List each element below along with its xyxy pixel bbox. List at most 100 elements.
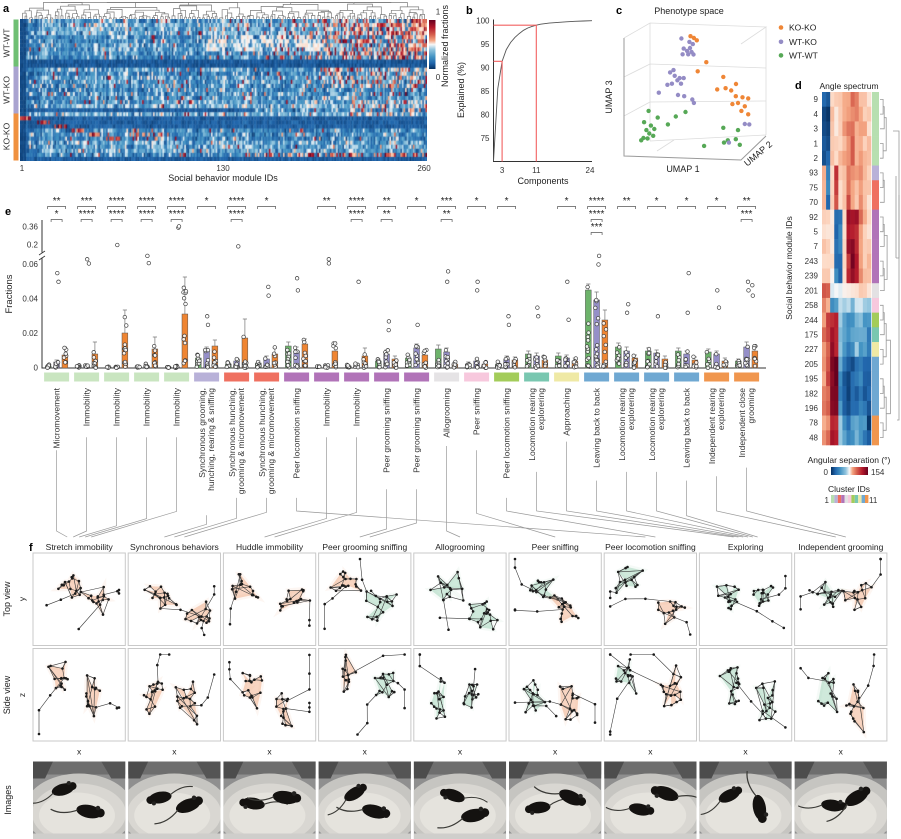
svg-text:explorering: explorering [626,388,636,430]
svg-text:205: 205 [805,360,819,369]
svg-text:Leaving back to back: Leaving back to back [682,387,692,468]
svg-text:Angular separation (°): Angular separation (°) [808,455,891,465]
svg-text:explorering: explorering [656,388,666,430]
svg-text:**: ** [443,209,451,220]
svg-text:****: **** [229,209,245,220]
svg-text:48: 48 [809,433,818,442]
svg-text:Social behavior module IDs: Social behavior module IDs [784,216,794,319]
svg-text:UMAP 1: UMAP 1 [666,164,699,174]
svg-text:Independent close: Independent close [737,388,747,458]
svg-text:1: 1 [814,139,819,148]
svg-text:2: 2 [814,154,819,163]
svg-text:KO-KO: KO-KO [2,122,12,150]
svg-text:Peer locomotion sniffing: Peer locomotion sniffing [292,388,302,479]
svg-text:11: 11 [869,496,878,505]
svg-text:**: ** [383,196,391,207]
svg-text:75: 75 [481,134,490,143]
svg-text:Explained (%): Explained (%) [456,62,466,118]
svg-text:80: 80 [481,110,490,119]
svg-text:75: 75 [809,183,818,192]
svg-text:*: * [715,196,719,207]
svg-text:Images: Images [3,785,13,815]
svg-text:0: 0 [824,468,829,477]
svg-text:WT-WT: WT-WT [2,29,12,58]
svg-text:Immobility: Immobility [322,387,332,426]
svg-text:****: **** [169,209,185,220]
svg-text:7: 7 [814,242,819,251]
svg-text:****: **** [349,209,365,220]
svg-text:x: x [172,747,177,757]
svg-text:9: 9 [814,95,819,104]
svg-text:258: 258 [805,301,819,310]
svg-text:1: 1 [825,496,830,505]
svg-text:243: 243 [805,257,819,266]
svg-text:Synchronous hunching,: Synchronous hunching, [227,388,237,477]
svg-text:Peer locomotion sniffing: Peer locomotion sniffing [605,542,696,552]
svg-text:Social behavior module IDs: Social behavior module IDs [168,173,278,183]
svg-text:x: x [267,747,272,757]
svg-text:grooming: grooming [746,388,756,424]
svg-text:****: **** [109,209,125,220]
svg-text:x: x [648,747,653,757]
svg-text:y: y [17,596,27,601]
svg-text:78: 78 [809,419,818,428]
svg-text:90: 90 [481,63,490,72]
svg-text:Peer locomotion sniffing: Peer locomotion sniffing [502,388,512,479]
svg-text:***: *** [591,222,603,233]
svg-text:Immobility: Immobility [82,387,92,426]
svg-text:Peer sniffing: Peer sniffing [472,388,482,435]
svg-text:Immobility: Immobility [112,387,122,426]
svg-text:24: 24 [586,166,595,175]
svg-text:****: **** [139,209,155,220]
svg-text:*: * [685,196,689,207]
svg-text:130: 130 [216,164,230,173]
svg-text:*: * [505,196,509,207]
svg-text:85: 85 [481,87,490,96]
svg-text:Exploring: Exploring [728,542,764,552]
svg-text:154: 154 [871,468,885,477]
svg-text:*: * [415,196,419,207]
svg-text:Locomotion rearing: Locomotion rearing [617,388,627,461]
svg-text:b: b [466,5,473,17]
svg-text:e: e [5,206,11,218]
svg-text:0: 0 [436,73,441,82]
svg-text:196: 196 [805,404,819,413]
svg-text:Independent grooming: Independent grooming [798,542,883,552]
svg-text:92: 92 [809,213,818,222]
svg-text:239: 239 [805,272,819,281]
svg-text:227: 227 [805,345,819,354]
svg-text:Immobility: Immobility [142,387,152,426]
svg-text:5: 5 [814,228,819,237]
svg-text:3: 3 [814,125,819,134]
svg-text:4: 4 [814,110,819,119]
svg-text:**: ** [53,196,61,207]
svg-text:0.06: 0.06 [22,260,38,269]
svg-text:93: 93 [809,169,818,178]
svg-text:70: 70 [809,198,818,207]
svg-text:Angle spectrum: Angle spectrum [819,81,878,91]
svg-text:grooming & micromovement: grooming & micromovement [266,387,276,494]
svg-text:Locomotion rearing: Locomotion rearing [527,388,537,461]
svg-text:Independent rearing: Independent rearing [707,388,717,464]
svg-text:Components: Components [517,176,569,186]
svg-text:***: *** [741,209,753,220]
svg-text:Side view: Side view [2,675,12,714]
svg-text:Peer grooming sniffing: Peer grooming sniffing [382,388,392,473]
svg-text:**: ** [743,196,751,207]
svg-text:****: **** [109,196,125,207]
svg-text:Phenotype space: Phenotype space [654,6,724,16]
svg-text:z: z [17,693,27,697]
svg-text:f: f [29,542,33,554]
svg-text:****: **** [349,196,365,207]
svg-text:Huddle immobility: Huddle immobility [236,542,304,552]
svg-text:*: * [655,196,659,207]
svg-text:**: ** [623,196,631,207]
svg-text:****: **** [169,196,185,207]
svg-text:a: a [3,3,10,15]
svg-text:182: 182 [805,389,819,398]
svg-text:Locomotion rearing: Locomotion rearing [647,388,657,461]
svg-text:201: 201 [805,286,819,295]
svg-text:Leaving back to back: Leaving back to back [592,387,602,468]
svg-text:0.02: 0.02 [22,329,38,338]
svg-text:260: 260 [417,164,431,173]
